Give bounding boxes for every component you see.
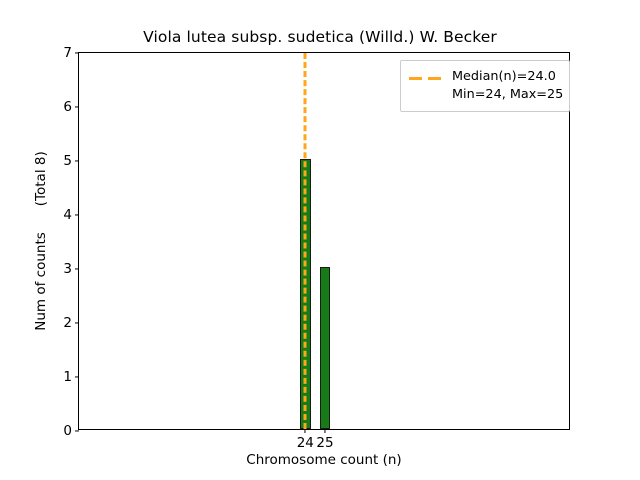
plot-area: 0 1 2 3 4 5 6 7 24 25 — [63, 45, 570, 451]
legend-dash-segment-1 — [409, 77, 422, 80]
legend-dash-segment-2 — [428, 77, 441, 80]
y-tick-mark — [75, 322, 79, 324]
y-axis-label-total: (Total 8) — [33, 151, 49, 207]
x-tick-mark — [304, 429, 306, 433]
legend-text: Median(n)=24.0 Min=24, Max=25 — [452, 68, 563, 103]
y-axis-label-text: Num of counts — [33, 232, 49, 331]
y-tick-mark — [75, 430, 79, 432]
x-tick-label: 25 — [316, 435, 334, 451]
legend-median-swatch — [409, 70, 443, 87]
x-tick-label: 24 — [296, 435, 314, 451]
y-tick-label: 7 — [63, 45, 72, 61]
y-tick-mark — [75, 376, 79, 378]
y-tick-label: 1 — [63, 369, 72, 385]
plot-inner: 0 1 2 3 4 5 6 7 24 25 — [63, 45, 569, 451]
y-tick-label: 3 — [63, 261, 72, 277]
bar — [319, 267, 331, 429]
y-axis-label: Num of counts (Total 8) — [33, 151, 49, 330]
legend-median-label: Median(n)=24.0 — [452, 69, 556, 84]
y-tick-label: 2 — [63, 315, 72, 331]
y-tick-label: 0 — [63, 423, 72, 439]
x-axis-label: Chromosome count (n) — [246, 452, 402, 468]
y-tick-label: 4 — [63, 207, 72, 223]
y-tick-label: 6 — [63, 99, 72, 115]
y-axis-label-wrap: Num of counts (Total 8) — [18, 52, 64, 430]
y-tick-mark — [75, 214, 79, 216]
y-tick-mark — [75, 52, 79, 54]
y-tick-label: 5 — [63, 153, 72, 169]
legend-minmax-label: Min=24, Max=25 — [452, 86, 564, 102]
y-tick-mark — [75, 268, 79, 270]
y-tick-mark — [75, 160, 79, 162]
y-tick-mark — [75, 106, 79, 108]
chart-title: Viola lutea subsp. sudetica (Willd.) W. … — [143, 28, 497, 46]
chart-legend: Median(n)=24.0 Min=24, Max=25 — [400, 60, 570, 113]
median-line — [303, 53, 307, 429]
x-tick-mark — [324, 429, 326, 433]
